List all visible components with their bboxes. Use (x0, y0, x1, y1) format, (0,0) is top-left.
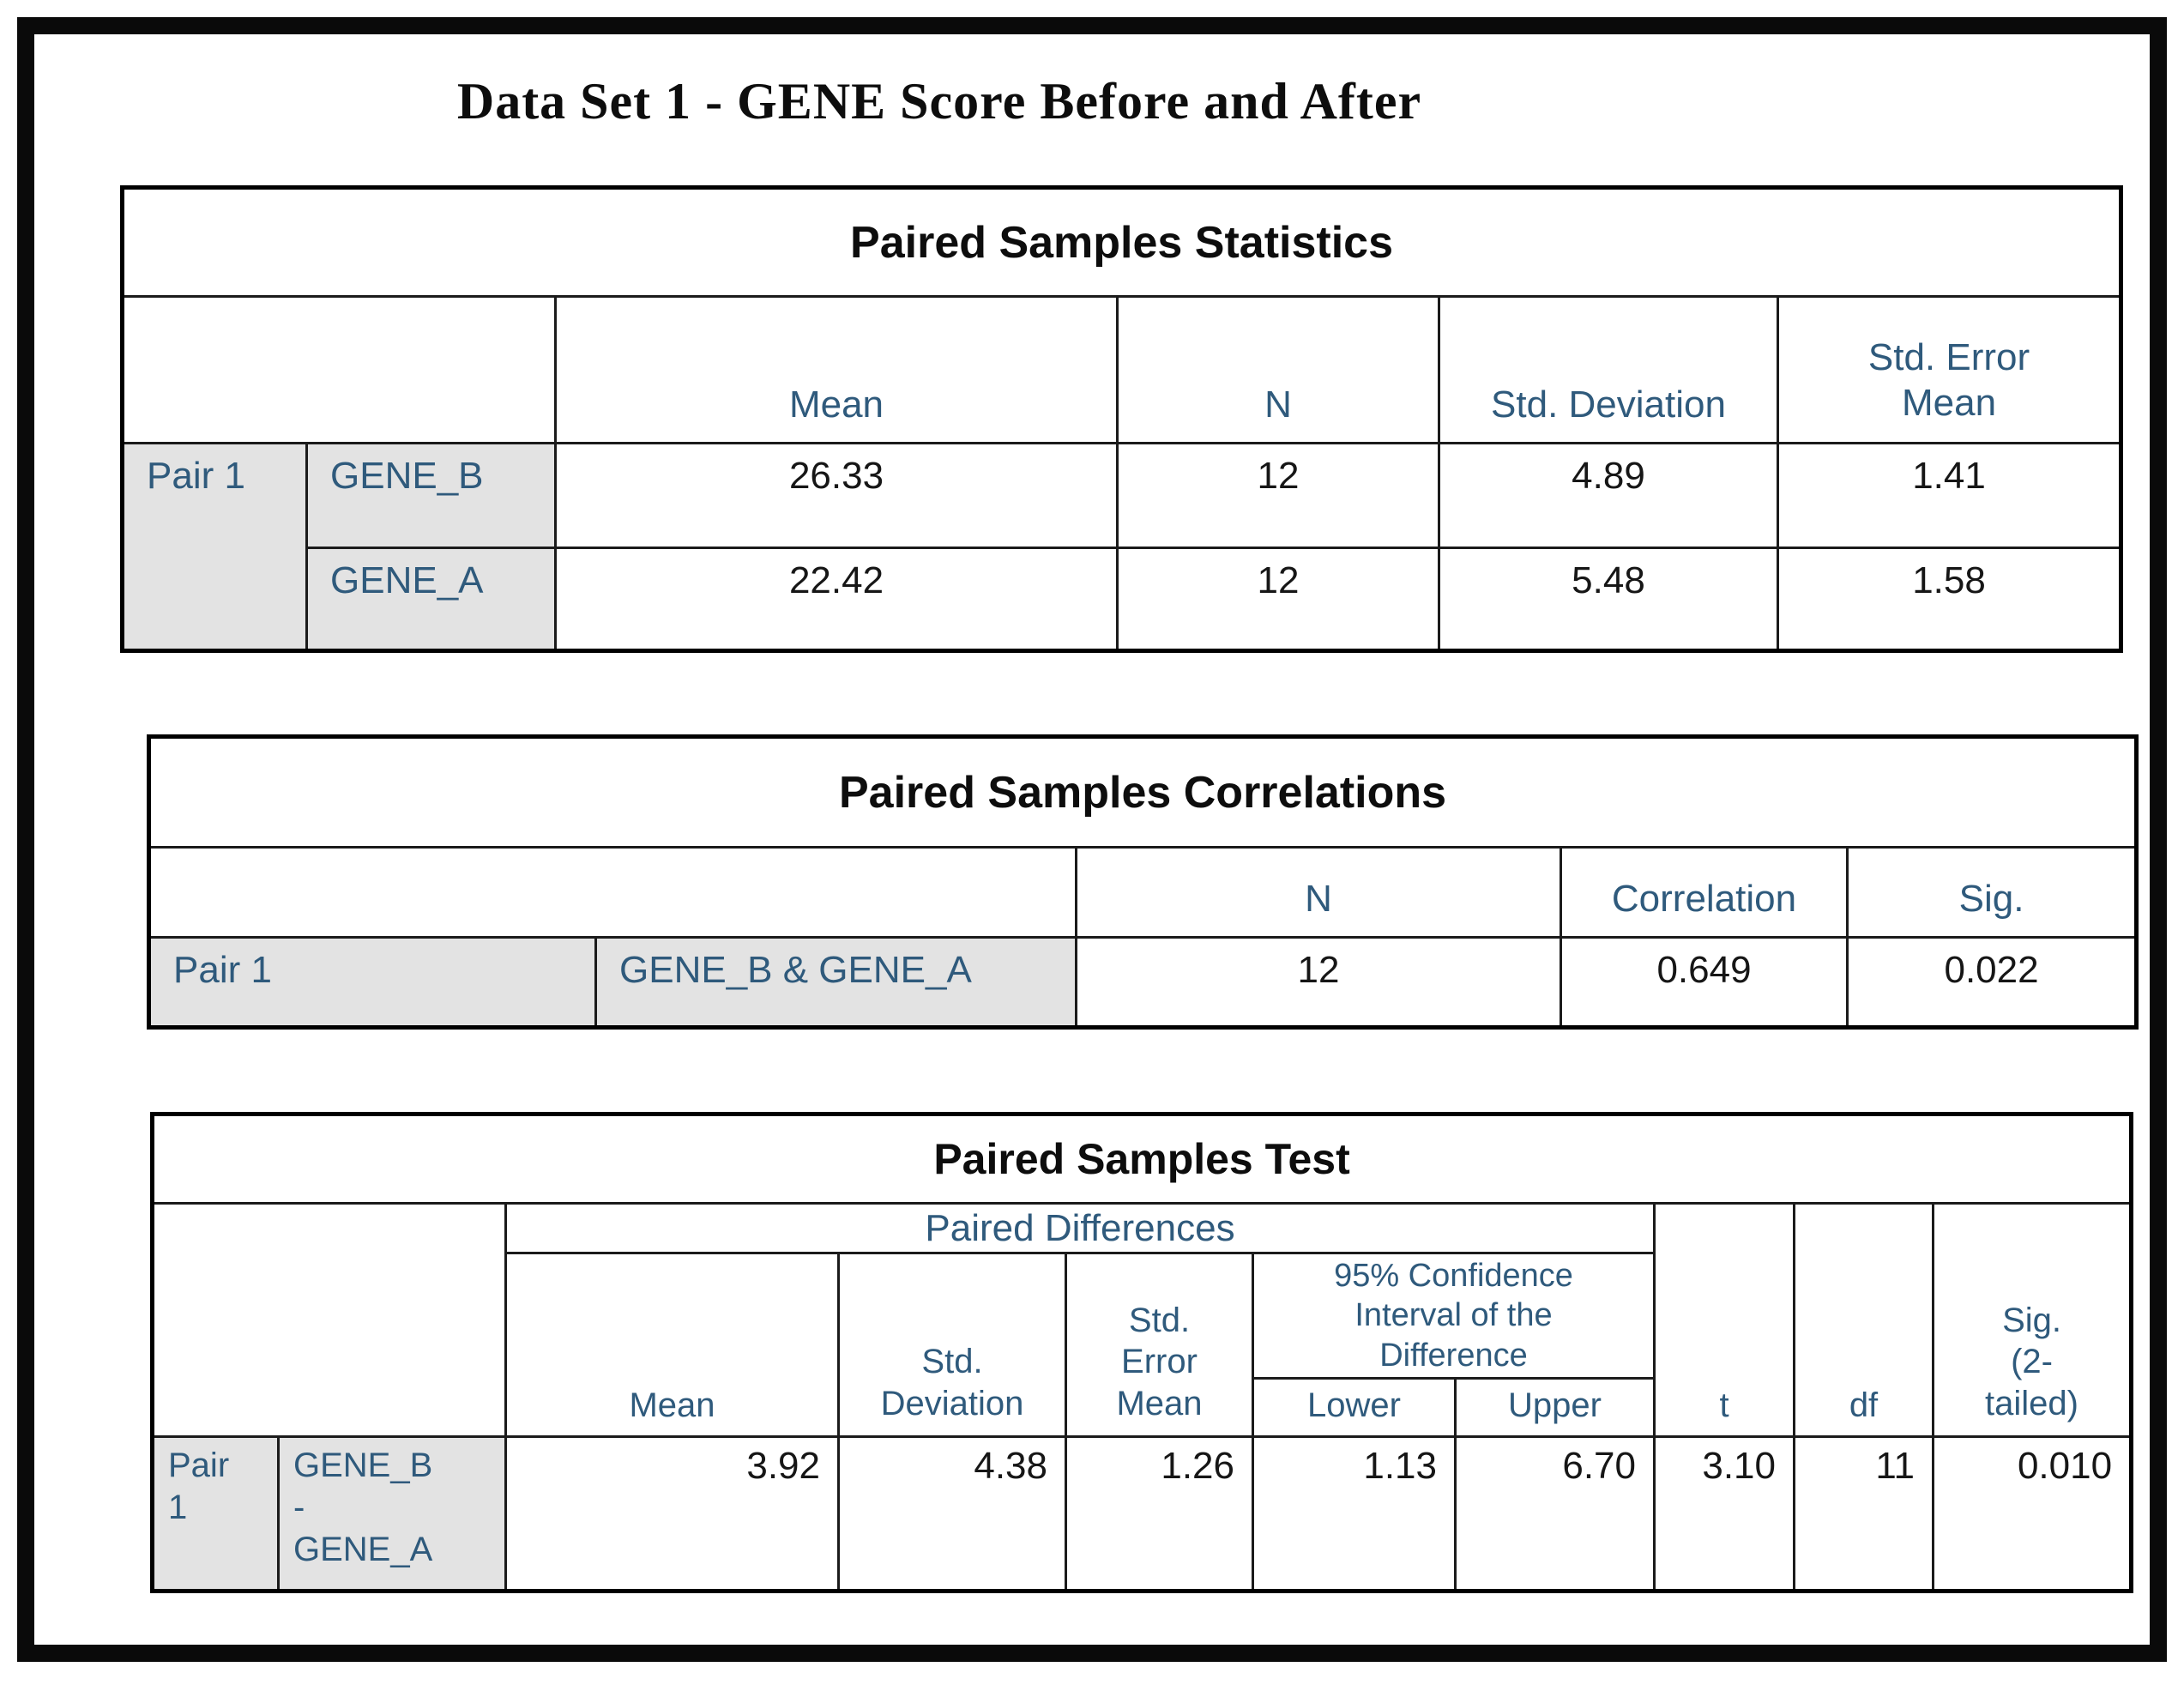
test-header-empty-cell (151, 1201, 507, 1439)
test-cell-upper: 6.70 (1454, 1435, 1656, 1593)
correlations-header-row: N Correlation Sig. (148, 846, 2139, 939)
correlations-header-correlation: Correlation (1560, 846, 1849, 939)
test-data-row: Pair 1 GENE_B - GENE_A 3.92 4.38 1.26 1.… (151, 1435, 2133, 1593)
test-header-df: df (1793, 1201, 1934, 1439)
statistics-title-row: Paired Samples Statistics (120, 186, 2123, 298)
test-header-upper: Upper (1454, 1377, 1656, 1439)
test-header-mean: Mean (504, 1251, 840, 1439)
statistics-cell-gene-a-std-deviation: 5.48 (1438, 547, 1779, 652)
statistics-row-gene-b: Pair 1 GENE_B 26.33 12 4.89 1.41 (121, 442, 2123, 652)
statistics-cell-gene-a-mean: 22.42 (554, 547, 1119, 652)
test-title-row: Paired Samples Test (150, 1113, 2133, 1205)
correlations-header-n: N (1075, 846, 1562, 939)
statistics-row-label-pair-1: Pair 1 (121, 442, 308, 652)
statistics-header-std-error-mean: Std. Error Mean (1776, 295, 2123, 444)
test-header-t: t (1653, 1201, 1795, 1439)
correlations-row-label-variables: GENE_B & GENE_A (594, 936, 1077, 1029)
correlations-header-sig: Sig. (1845, 846, 2139, 939)
test-cell-mean: 3.92 (504, 1435, 840, 1593)
statistics-cell-gene-b-std-deviation: 4.89 (1438, 442, 1779, 549)
statistics-header-std-deviation: Std. Deviation (1438, 295, 1779, 444)
correlations-title-row: Paired Samples Correlations (147, 735, 2139, 849)
test-band-row: Paired Differences t df Sig. (2- tailed) (151, 1201, 2133, 1439)
statistics-cell-gene-b-mean: 26.33 (554, 442, 1119, 549)
statistics-header-mean: Mean (554, 295, 1119, 444)
paired-samples-test-table: Paired Samples Test Paired Differences t… (150, 1112, 2134, 1594)
statistics-header-row: Mean N Std. Deviation Std. Error Mean (121, 295, 2123, 444)
test-cell-df: 11 (1793, 1435, 1934, 1593)
statistics-cell-gene-a-std-error-mean: 1.58 (1776, 547, 2123, 652)
paired-samples-statistics-table: Paired Samples Statistics Mean N Std. De… (120, 185, 2124, 653)
statistics-header-n: N (1116, 295, 1440, 444)
test-cell-lower: 1.13 (1252, 1435, 1457, 1593)
correlations-header-empty-cell (148, 846, 1077, 939)
test-header-std-error-mean: Std. Error Mean (1065, 1251, 1254, 1439)
correlations-cell-correlation: 0.649 (1560, 936, 1849, 1029)
statistics-cell-gene-a-n: 12 (1116, 547, 1440, 652)
test-header-confidence-interval: 95% Confidence Interval of the Differenc… (1252, 1251, 1656, 1380)
test-cell-std-error-mean: 1.26 (1065, 1435, 1254, 1593)
statistics-row-gene-a: GENE_A 22.42 12 5.48 1.58 (123, 547, 2123, 652)
correlations-table-title: Paired Samples Correlations (147, 735, 2139, 849)
test-cell-std-deviation: 4.38 (837, 1435, 1067, 1593)
correlations-cell-n: 12 (1075, 936, 1562, 1029)
correlations-data-row: Pair 1 GENE_B & GENE_A 12 0.649 0.022 (148, 936, 2139, 1029)
test-header-std-deviation: Std. Deviation (837, 1251, 1067, 1439)
test-header-sig-2-tailed: Sig. (2- tailed) (1931, 1201, 2133, 1439)
test-cell-t: 3.10 (1653, 1435, 1795, 1593)
statistics-row-label-gene-a: GENE_A (305, 547, 557, 652)
test-row-label-pair-1: Pair 1 (151, 1435, 280, 1593)
page-title: Data Set 1 - GENE Score Before and After (456, 73, 1422, 130)
statistics-table-title: Paired Samples Statistics (120, 186, 2123, 298)
correlations-row-label-pair-1: Pair 1 (148, 936, 597, 1029)
test-row-label-variables: GENE_B - GENE_A (277, 1435, 507, 1593)
test-header-lower: Lower (1252, 1377, 1457, 1439)
statistics-row-label-gene-b: GENE_B (305, 442, 557, 549)
test-header-paired-differences: Paired Differences (504, 1202, 1656, 1254)
paired-samples-correlations-table: Paired Samples Correlations N Correlatio… (147, 734, 2139, 1030)
correlations-cell-sig: 0.022 (1845, 936, 2139, 1029)
test-cell-sig-2-tailed: 0.010 (1931, 1435, 2133, 1593)
test-table-title: Paired Samples Test (150, 1113, 2133, 1205)
test-upper-header-row: Mean Std. Deviation Std. Error Mean 95% … (153, 1251, 2132, 1439)
test-lower-upper-header-row: Lower Upper (153, 1377, 2132, 1439)
statistics-cell-gene-b-std-error-mean: 1.41 (1776, 442, 2123, 549)
statistics-cell-gene-b-n: 12 (1116, 442, 1440, 549)
statistics-header-empty-cell (121, 295, 557, 444)
